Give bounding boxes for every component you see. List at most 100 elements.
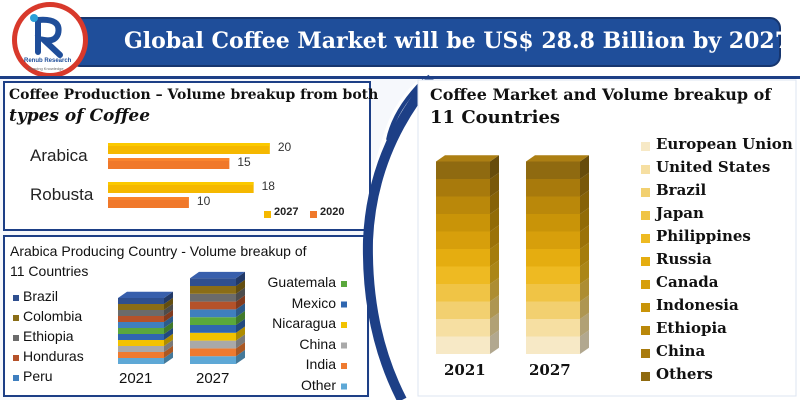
arabica-2027-stack-segment-side-4 <box>236 318 245 333</box>
legend-swatch-european-union <box>641 142 650 151</box>
market-2027-stack-segment-0 <box>526 336 580 354</box>
bar-highlight-robusta-2020 <box>108 197 189 200</box>
market-chart-title: Coffee Market and Volume breakup of <box>430 85 772 104</box>
legend-label-ethiopia: Ethiopia <box>23 328 74 344</box>
arabica-2021-stack-segment-1 <box>118 352 164 358</box>
x-label-market-2027: 2027 <box>529 361 571 379</box>
market-2021-stack-segment-4 <box>436 266 490 284</box>
market-2027-stack-segment-side-6 <box>580 225 589 249</box>
market-2021-stack-segment-7 <box>436 214 490 232</box>
arabica-stacked-chart <box>13 271 347 390</box>
market-2027-stack-segment-side-3 <box>580 277 589 302</box>
legend-swatch-honduras <box>13 355 19 361</box>
arabica-2027-stack-segment-9 <box>190 286 236 294</box>
market-2021-stack-segment-6 <box>436 231 490 249</box>
market-2021-stack-segment-5 <box>436 249 490 267</box>
arabica-2021-stack-cap <box>118 291 173 298</box>
x-label-2021: 2021 <box>119 370 153 387</box>
bar-robusta-2020 <box>108 197 189 208</box>
arabica-2027-stack-segment-side-5 <box>236 310 245 325</box>
top-rule <box>0 76 800 79</box>
market-2027-stack-segment-8 <box>526 196 580 214</box>
arabica-2021-stack-segment-0 <box>118 358 164 364</box>
arabica-2021-stack-segment-side-1 <box>164 345 173 358</box>
market-2027-stack-cap <box>526 155 589 162</box>
arabica-2021-stack-segment-5 <box>118 328 164 334</box>
legend-swatch-ethiopia <box>13 335 19 341</box>
legend-label-united-states: United States <box>656 158 771 176</box>
bar-highlight-arabica-2027 <box>108 143 270 146</box>
market-2021-stack-segment-1 <box>436 319 490 337</box>
arabica-2021-stack-segment-side-2 <box>164 339 173 352</box>
market-2021-stack-segment-side-1 <box>490 312 499 337</box>
bar-highlight-arabica-2020 <box>108 158 230 161</box>
legend-swatch-china <box>641 349 650 358</box>
legend-swatch-nicaragua <box>341 322 347 328</box>
bar-robusta-2027 <box>108 182 254 193</box>
arabica-2021-stack-segment-side-4 <box>164 327 173 340</box>
value-label-robusta-2027: 18 <box>261 179 275 193</box>
arabica-2021-stack-segment-side-7 <box>164 309 173 322</box>
arabica-2021-stack-segment-side-10 <box>164 291 173 304</box>
legend-swatch-china <box>341 342 347 349</box>
legend-label-2020: 2020 <box>320 206 345 218</box>
market-2027-stack-segment-side-8 <box>580 190 589 214</box>
legend-swatch-2027 <box>264 211 271 218</box>
arabica-2021-stack-segment-side-0 <box>164 351 173 364</box>
market-2027-stack-segment-side-0 <box>580 330 589 354</box>
legend-swatch-japan <box>641 211 650 220</box>
arabica-2027-stack-segment-side-0 <box>236 349 245 364</box>
legend-swatch-ethiopia <box>641 326 650 335</box>
legend-label-russia: Russia <box>656 250 712 268</box>
legend-swatch-others <box>641 372 650 381</box>
arabica-2027-stack-cap <box>190 271 245 279</box>
legend-label-mexico: Mexico <box>291 294 336 311</box>
market-2021-stack-segment-10 <box>436 161 490 179</box>
legend-label-colombia: Colombia <box>23 308 83 324</box>
legend-label-honduras: Honduras <box>23 348 84 364</box>
divider-curve <box>362 74 436 400</box>
market-stacked-chart <box>436 142 650 381</box>
legend-label-brazil: Brazil <box>23 288 59 304</box>
legend-swatch-united-states <box>641 165 650 174</box>
market-2027-stack-segment-side-5 <box>580 242 589 267</box>
value-label-arabica-2027: 20 <box>277 140 292 154</box>
market-2027-stack-segment-6 <box>526 231 580 249</box>
legend-swatch-russia <box>641 257 650 266</box>
page-title: Global Coffee Market will be US$ 28.8 Bi… <box>124 28 791 54</box>
legend-label-european-union: European Union <box>656 135 793 153</box>
market-2021-stack-cap <box>436 155 499 162</box>
market-2027-stack-segment-9 <box>526 179 580 197</box>
arabica-chart-title: Arabica Producing Country - Volume break… <box>10 243 307 259</box>
market-2027-stack-segment-side-4 <box>580 260 589 284</box>
bar-highlight-robusta-2027 <box>108 182 254 185</box>
logo-dot <box>30 14 38 22</box>
legend-label-other: Other <box>300 376 336 393</box>
market-2027-stack-segment-2 <box>526 301 580 319</box>
market-2021-stack-segment-3 <box>436 284 490 302</box>
market-2021-stack-segment-side-9 <box>490 172 499 197</box>
arabica-panel <box>3 235 369 397</box>
market-2021-stack-segment-side-5 <box>490 242 499 267</box>
legend-swatch-2020 <box>310 211 317 218</box>
market-2021-stack-segment-side-4 <box>490 260 499 284</box>
arabica-2027-stack-segment-6 <box>190 309 236 318</box>
arabica-2027-stack-segment-5 <box>190 317 236 325</box>
arabica-2027-stack-segment-2 <box>190 340 236 349</box>
legend-label-guatemala: Guatemala <box>267 274 336 290</box>
arabica-2027-stack-segment-10 <box>190 278 236 286</box>
arabica-2021-stack-segment-7 <box>118 316 164 322</box>
market-2021-stack-segment-9 <box>436 179 490 197</box>
arabica-2027-stack-segment-3 <box>190 332 236 341</box>
legend-swatch-india <box>341 363 347 369</box>
legend-label-peru: Peru <box>23 368 53 384</box>
legend-label-ethiopia: Ethiopia <box>656 319 727 337</box>
market-2027-stack-segment-1 <box>526 319 580 337</box>
market-2021-stack-segment-8 <box>436 196 490 214</box>
market-2027-stack-segment-side-1 <box>580 312 589 337</box>
arabica-2027-stack-segment-side-9 <box>236 279 245 294</box>
arabica-2027-stack-segment-side-8 <box>236 287 245 302</box>
legend-label-indonesia: Indonesia <box>656 296 739 314</box>
legend-label-japan: Japan <box>656 204 704 222</box>
market-2021-stack-segment-side-3 <box>490 277 499 302</box>
